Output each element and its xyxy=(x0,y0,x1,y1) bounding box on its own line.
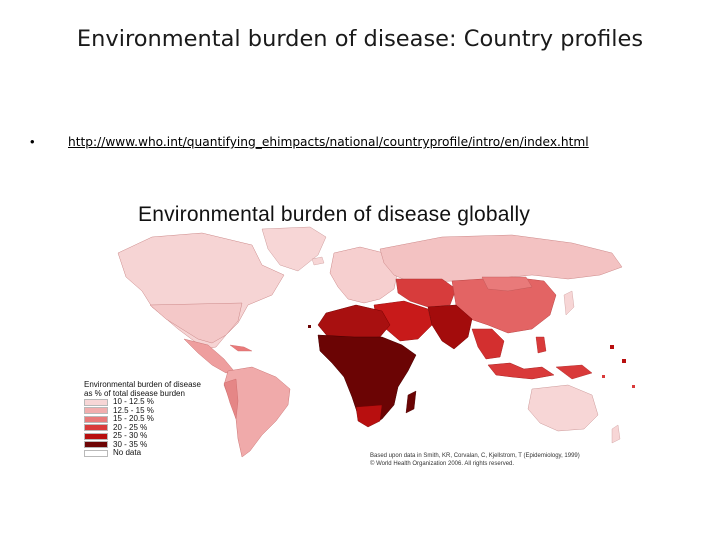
region-iceland xyxy=(311,256,325,266)
region-pacific-island xyxy=(610,345,614,349)
legend-row: 30 - 35 % xyxy=(84,439,214,450)
legend-row: 12.5 - 15 % xyxy=(84,405,214,416)
region-sub-saharan-africa xyxy=(317,334,417,426)
region-indonesia xyxy=(487,362,555,380)
region-mongolia xyxy=(481,276,533,292)
region-russia xyxy=(379,234,623,284)
legend-label: 12.5 - 15 % xyxy=(113,405,154,415)
region-australia xyxy=(527,384,599,432)
world-map xyxy=(117,226,635,458)
region-new-guinea xyxy=(555,364,593,380)
map-title: Environmental burden of disease globally xyxy=(138,203,531,226)
region-pacific-island xyxy=(602,375,605,378)
map-credit: Based upon data in Smith, KR, Corvalan, … xyxy=(370,452,630,468)
legend-swatch xyxy=(84,432,108,440)
legend-label: 20 - 25 % xyxy=(113,422,148,432)
legend-title-line-2: as % of total disease burden xyxy=(84,389,185,398)
legend-label: 25 - 30 % xyxy=(113,431,148,441)
legend-row: 10 - 12.5 % xyxy=(84,398,214,407)
bullet-item: • http://www.who.int/quantifying_ehimpac… xyxy=(30,134,710,155)
region-caribbean xyxy=(229,344,253,352)
legend-row: 20 - 25 % xyxy=(84,422,214,433)
legend-label: 15 - 20.5 % xyxy=(113,414,154,424)
region-europe xyxy=(329,246,399,304)
legend-row: 15 - 20.5 % xyxy=(84,415,214,424)
country-profile-link[interactable]: http://www.who.int/quantifying_ehimpacts… xyxy=(68,135,589,149)
credit-line-2: © World Health Organization 2006. All ri… xyxy=(370,461,515,467)
region-greenland xyxy=(261,226,327,272)
region-southern-africa xyxy=(355,404,383,428)
region-pacific-island xyxy=(632,385,635,388)
region-japan xyxy=(563,290,575,316)
bullet-marker: • xyxy=(30,134,35,149)
legend-label: 30 - 35 % xyxy=(113,439,148,449)
legend-label: No data xyxy=(113,448,142,458)
legend-row: 25 - 30 % xyxy=(84,432,214,441)
legend-title-line-1: Environmental burden of disease xyxy=(84,380,201,389)
region-atlantic-island xyxy=(308,325,311,328)
region-new-zealand xyxy=(611,424,621,444)
legend-swatch xyxy=(84,415,108,423)
legend-swatch xyxy=(84,449,108,457)
legend-swatch xyxy=(84,424,108,432)
region-andes xyxy=(223,378,239,420)
legend-swatch xyxy=(84,398,108,406)
credit-line-1: Based upon data in Smith, KR, Corvalan, … xyxy=(370,453,580,459)
slide-title: Environmental burden of disease: Country… xyxy=(76,26,644,52)
region-north-africa xyxy=(317,304,391,340)
map-legend: Environmental burden of disease as % of … xyxy=(84,380,214,458)
region-usa xyxy=(149,302,243,344)
legend-row: No data xyxy=(84,449,214,458)
region-southeast-asia xyxy=(471,328,505,360)
region-philippines xyxy=(535,336,547,354)
legend-swatch xyxy=(84,441,108,449)
region-madagascar xyxy=(405,390,417,414)
region-pacific-island xyxy=(622,359,626,363)
legend-label: 10 - 12.5 % xyxy=(113,397,154,407)
region-south-asia xyxy=(427,304,473,350)
legend-swatch xyxy=(84,407,108,415)
